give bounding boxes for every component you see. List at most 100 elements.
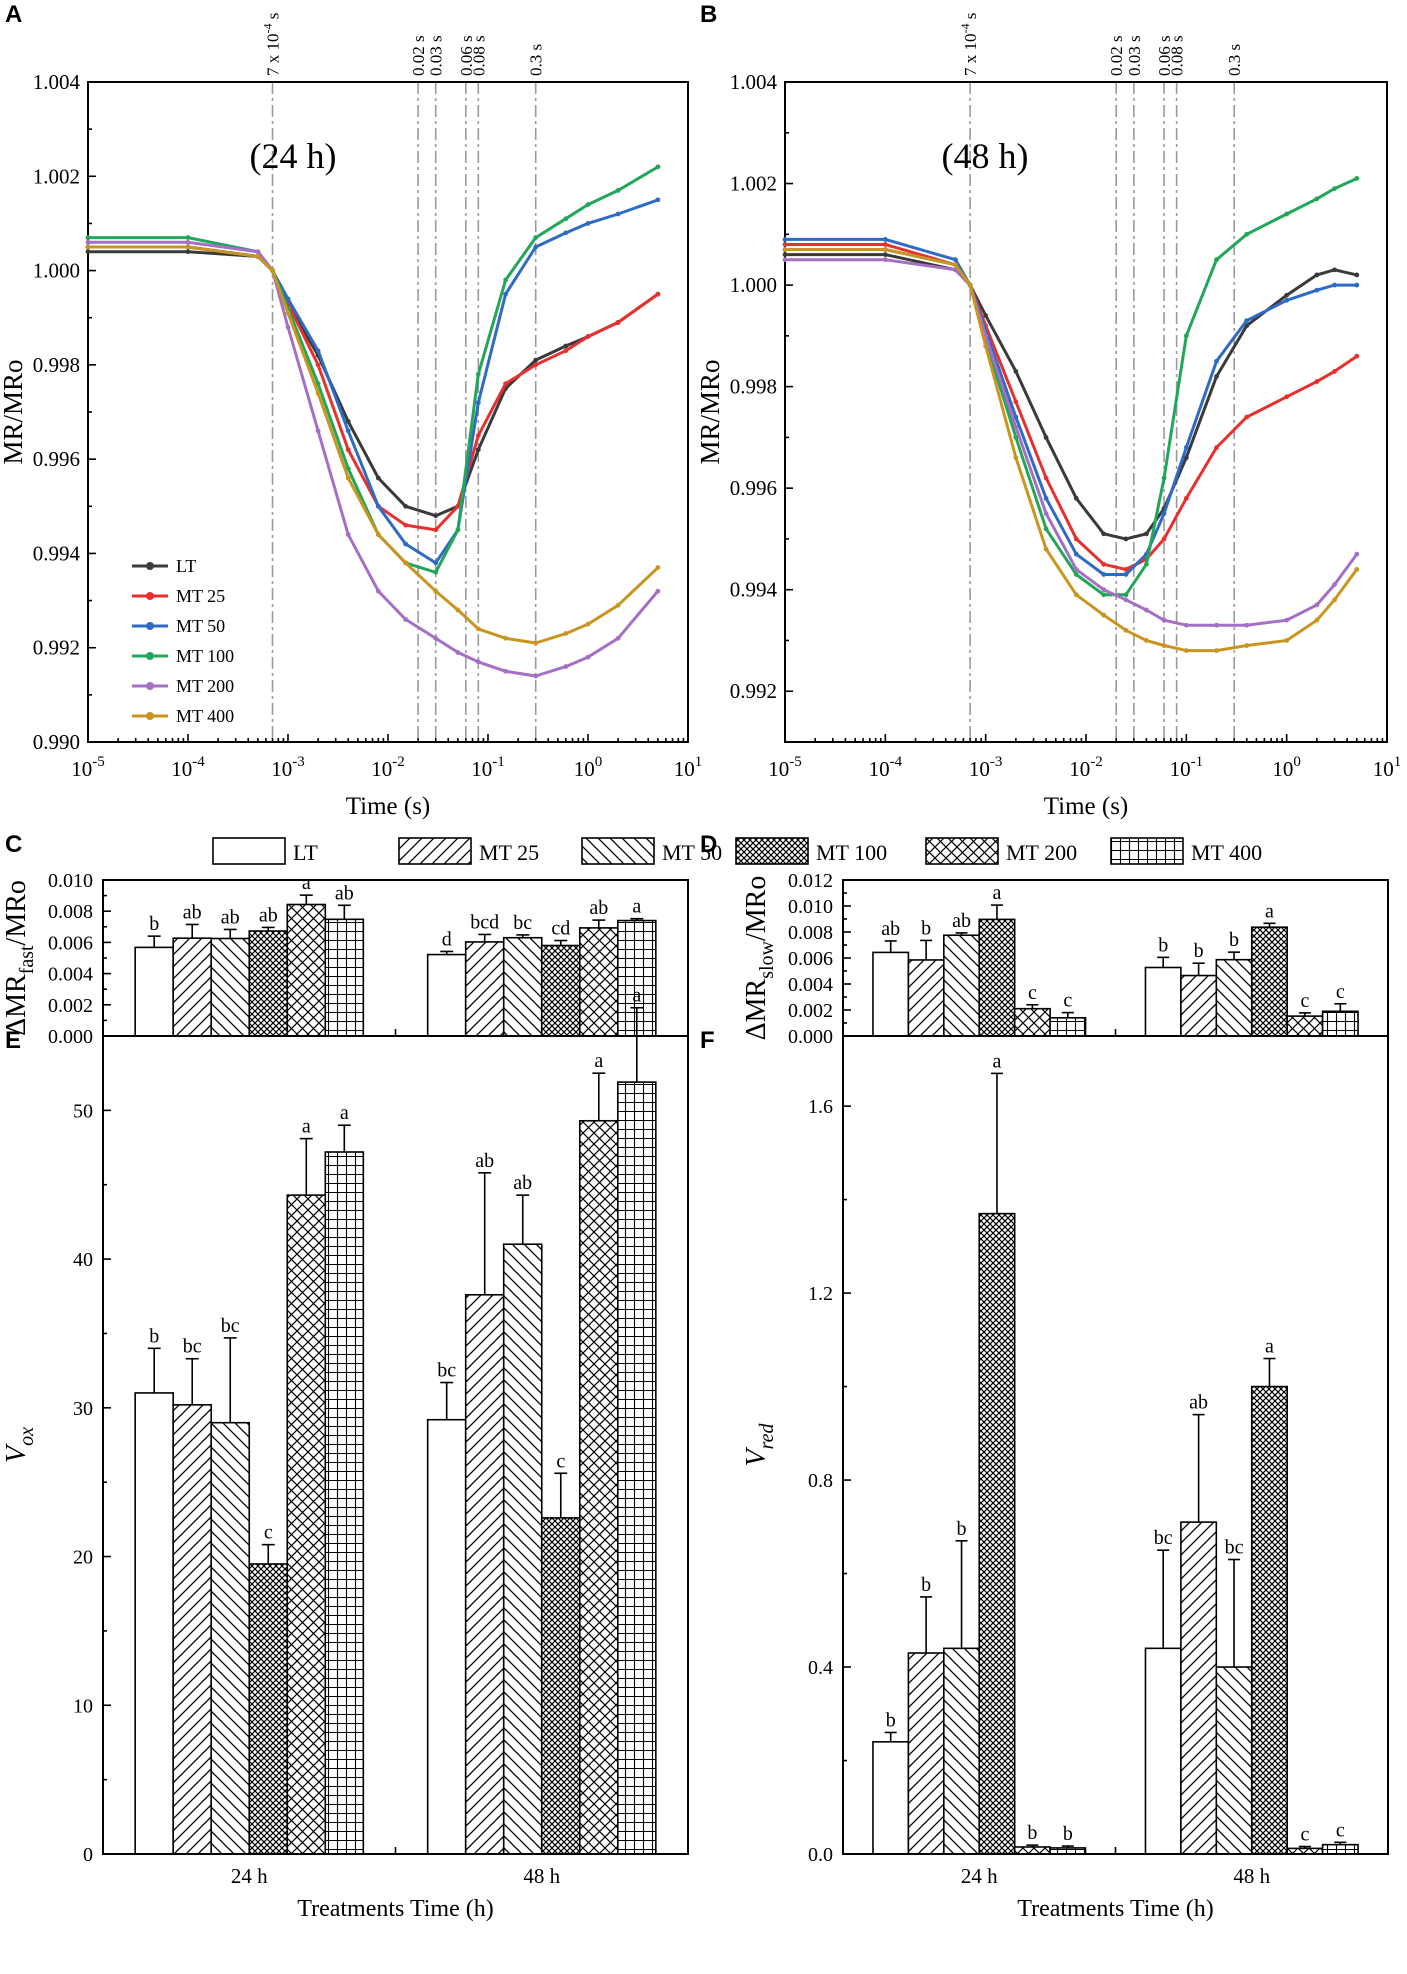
data-point xyxy=(1314,602,1320,608)
data-point xyxy=(1214,648,1219,654)
data-point xyxy=(1123,627,1129,633)
data-point xyxy=(533,357,539,363)
y-tick-label: 0.012 xyxy=(788,870,833,892)
legend-swatch xyxy=(735,837,809,865)
data-point xyxy=(1244,414,1250,420)
data-point xyxy=(1101,612,1107,618)
y-tick-label: 50 xyxy=(73,1100,93,1122)
legend-swatch xyxy=(398,837,472,865)
series-line-mt-200 xyxy=(88,240,660,678)
bar-lt xyxy=(1144,1647,1182,1855)
bar-lt xyxy=(872,1741,910,1855)
bar-mt-25 xyxy=(907,959,945,1037)
bar-mt-200 xyxy=(578,1119,619,1855)
bar-mt-400 xyxy=(324,1151,365,1855)
data-point xyxy=(1144,638,1149,643)
significance-label: bc xyxy=(437,1360,456,1382)
series-mt-100: ab cd xyxy=(248,904,581,1037)
bar-legend: LT MT 25 MT 50 MT 100 MT 200 MT 400 xyxy=(212,837,1262,865)
data-point xyxy=(345,428,351,434)
data-point xyxy=(433,527,439,533)
data-point xyxy=(1144,607,1149,613)
data-point xyxy=(1214,257,1219,263)
significance-label: a xyxy=(340,1102,349,1124)
x-tick-label: 10-1 xyxy=(1170,754,1204,781)
series-mt-100: aa xyxy=(978,1050,1288,1855)
data-point xyxy=(1244,231,1250,237)
data-point xyxy=(1013,414,1019,420)
bar-mt-50 xyxy=(210,937,251,1037)
data-point xyxy=(1043,526,1049,532)
y-tick-label: 1.002 xyxy=(730,172,777,196)
y-tick-label: 0.006 xyxy=(48,932,93,954)
data-point xyxy=(1183,333,1189,339)
y-tick-label: 0.010 xyxy=(48,870,93,892)
data-point xyxy=(1244,318,1250,324)
significance-label: ab xyxy=(221,906,240,928)
data-point xyxy=(882,257,888,263)
bar-mt-200 xyxy=(1013,1846,1051,1855)
reference-line-label: 0.03 s xyxy=(427,35,446,76)
bar-mt-50 xyxy=(502,936,543,1037)
data-point xyxy=(1284,297,1290,303)
data-point xyxy=(983,343,989,349)
significance-label: bcd xyxy=(470,911,499,933)
data-point xyxy=(1183,445,1189,450)
data-point xyxy=(433,569,439,575)
data-point xyxy=(655,164,661,170)
legend-label: MT 25 xyxy=(479,840,539,865)
y-tick-label: 40 xyxy=(73,1249,93,1271)
significance-label: bc xyxy=(513,912,532,934)
legend-swatch xyxy=(925,837,999,865)
y-tick-label: 0.008 xyxy=(48,901,93,923)
data-point xyxy=(967,282,973,288)
panel-label: A xyxy=(5,1,22,28)
bar-mt-100 xyxy=(1250,926,1288,1037)
bar-lt xyxy=(134,946,175,1037)
legend-item-mt-200: MT 200 xyxy=(925,837,1077,865)
legend-item-mt-50: MT 50 xyxy=(581,837,722,865)
y-tick-label: 0.000 xyxy=(788,1026,833,1048)
legend-swatch xyxy=(581,837,655,865)
x-tick-label: 101 xyxy=(674,754,703,781)
data-point xyxy=(533,640,539,646)
data-point xyxy=(533,673,539,679)
data-point xyxy=(1073,592,1079,598)
significance-label: b xyxy=(149,1325,159,1347)
y-tick-label: 0.994 xyxy=(33,541,81,565)
series-line-mt-200 xyxy=(785,258,1359,627)
data-point xyxy=(1073,495,1079,501)
bar-mt-400 xyxy=(1321,1843,1359,1855)
y-tick-label: 0.4 xyxy=(808,1657,833,1679)
series-mt-200 xyxy=(85,239,661,679)
data-point xyxy=(1013,455,1019,461)
bar-mt-50 xyxy=(1215,958,1253,1037)
bar-mt-400 xyxy=(1321,1010,1359,1037)
x-tick-label: 10-4 xyxy=(869,754,903,781)
data-point xyxy=(315,348,321,354)
data-point xyxy=(1183,648,1189,654)
series-mt-100: cc xyxy=(248,1450,581,1855)
y-tick-label: 0.996 xyxy=(33,447,80,471)
data-point xyxy=(1073,566,1079,572)
data-point xyxy=(1354,176,1360,181)
y-tick-label: 1.000 xyxy=(730,273,777,297)
significance-label: b xyxy=(921,917,931,939)
data-point xyxy=(782,257,788,263)
data-point xyxy=(953,257,958,263)
significance-label: c xyxy=(1300,990,1309,1012)
bar-mt-25 xyxy=(172,1404,213,1855)
y-tick-label: 0.008 xyxy=(788,922,833,944)
legend-label: MT 200 xyxy=(176,676,234,696)
data-point xyxy=(345,466,351,471)
legend-marker xyxy=(146,592,154,600)
data-point xyxy=(475,626,481,632)
series-line-lt xyxy=(785,253,1358,541)
panels: A7 x 10-4 s0.02 s0.03 s 0.06 s0.08 s 0.3 s… xyxy=(0,1,1401,1922)
data-point xyxy=(563,664,569,669)
data-point xyxy=(85,249,91,255)
data-point xyxy=(375,475,381,481)
data-point xyxy=(455,607,461,613)
significance-label: a xyxy=(993,882,1002,904)
